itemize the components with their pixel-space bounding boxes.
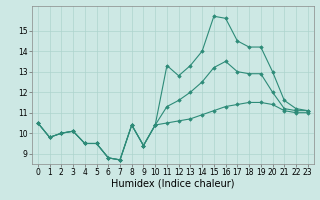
- X-axis label: Humidex (Indice chaleur): Humidex (Indice chaleur): [111, 179, 235, 189]
